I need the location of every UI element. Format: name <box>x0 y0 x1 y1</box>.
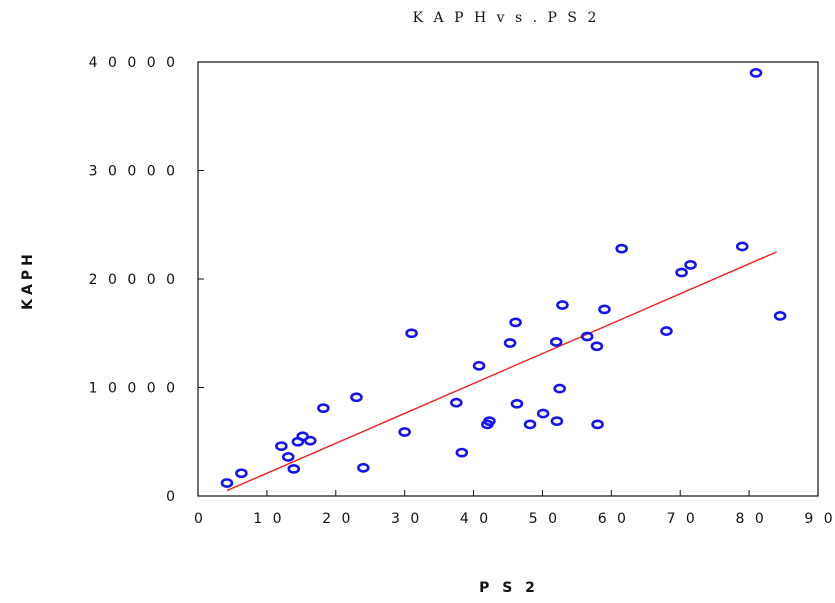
data-point <box>287 463 301 474</box>
axis-ticks: 0 1 0 2 0 3 0 4 0 5 0 6 0 7 0 8 0 9 0 0 1 0 0 0 0 2 … <box>89 55 835 527</box>
data-point <box>684 259 697 270</box>
data-point <box>405 328 418 339</box>
y-tick-label: 0 <box>166 489 178 505</box>
x-tick-label: 8 0 <box>735 511 766 527</box>
plot-frame <box>197 61 819 497</box>
data-point <box>773 310 787 321</box>
x-tick-label: 1 0 <box>253 511 284 527</box>
data-point <box>749 67 763 78</box>
data-point <box>350 392 363 403</box>
data-point <box>303 435 317 446</box>
data-point <box>536 408 550 419</box>
data-point <box>550 416 564 427</box>
data-point <box>590 341 604 352</box>
data-point <box>735 241 749 252</box>
x-axis-label: P S 2 <box>479 580 539 596</box>
y-tick-label: 4 0 0 0 0 <box>89 55 178 71</box>
y-tick-label: 3 0 0 0 0 <box>89 164 178 180</box>
data-point <box>509 317 522 328</box>
data-point <box>317 403 330 414</box>
data-point <box>660 326 673 336</box>
data-point <box>580 331 594 342</box>
data-point <box>556 300 569 310</box>
data-point <box>450 397 463 408</box>
y-axis-label: KAPH <box>20 250 36 310</box>
regression-line-group <box>226 251 777 492</box>
x-tick-label: 3 0 <box>391 511 422 527</box>
data-point <box>591 419 604 430</box>
x-tick-label: 4 0 <box>460 511 491 527</box>
data-point <box>357 462 370 473</box>
x-tick-label: 5 0 <box>529 511 560 527</box>
data-point <box>235 468 248 479</box>
data-point <box>553 383 566 394</box>
data-point <box>220 478 234 488</box>
x-tick-label: 2 0 <box>322 511 353 527</box>
data-point <box>472 360 486 371</box>
regression-line <box>226 251 777 492</box>
y-tick-label: 1 0 0 0 0 <box>89 381 178 397</box>
data-point <box>281 452 295 462</box>
x-tick-label: 0 <box>194 511 206 527</box>
data-points <box>220 67 787 488</box>
chart-title: K A P H v s . P S 2 <box>413 10 600 26</box>
data-point <box>549 337 563 347</box>
data-point <box>455 447 469 458</box>
data-point <box>523 419 537 430</box>
data-point <box>483 416 496 427</box>
data-point <box>598 304 611 315</box>
y-tick-label: 2 0 0 0 0 <box>89 272 178 288</box>
data-point <box>510 398 524 409</box>
data-point <box>503 338 517 348</box>
data-point <box>615 243 628 254</box>
x-tick-label: 6 0 <box>598 511 629 527</box>
data-point <box>675 267 688 278</box>
x-tick-label: 7 0 <box>667 511 698 527</box>
data-point <box>275 441 288 451</box>
data-point <box>398 427 411 437</box>
x-tick-label: 9 0 <box>804 511 835 527</box>
